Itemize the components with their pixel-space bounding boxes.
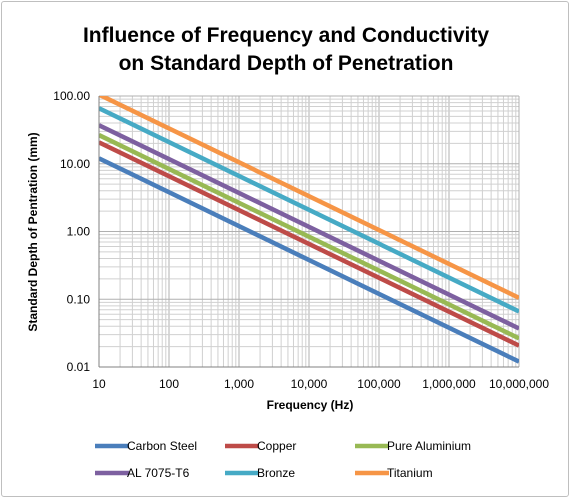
series-line-4 — [99, 106, 519, 314]
series-lines — [99, 96, 519, 364]
legend-label-4: Bronze — [257, 466, 295, 480]
series-line-3 — [99, 123, 519, 331]
x-tick-label-5: 1,000,000 — [422, 377, 476, 391]
y-tick-label-2: 1.00 — [67, 225, 91, 239]
legend-label-1: Copper — [257, 439, 296, 453]
x-tick-label-3: 10,000 — [291, 377, 328, 391]
chart-title-line-1: Influence of Frequency and Conductivity — [83, 24, 489, 47]
x-tick-label-4: 100,000 — [357, 377, 401, 391]
tick-labels: 10 100 1,000 10,000 100,000 1,000,000 10,000,0… — [53, 89, 549, 391]
x-axis-title: Frequency (Hz) — [267, 398, 354, 412]
axes — [98, 96, 519, 368]
legend: Carbon Steel Copper Pure Aluminium AL 7075-… — [95, 439, 471, 480]
y-tick-label-3: 0.10 — [67, 292, 91, 306]
x-tick-label-1: 100 — [159, 377, 179, 391]
y-tick-label-0: 100.00 — [53, 89, 90, 103]
legend-label-5: Titanium — [387, 466, 433, 480]
legend-label-0: Carbon Steel — [127, 439, 197, 453]
x-tick-label-2: 1,000 — [224, 377, 254, 391]
x-tick-label-0: 10 — [92, 377, 106, 391]
x-tick-label-6: 10,000,000 — [489, 377, 549, 391]
y-axis-title: Standard Depth of Pentration (mm) — [26, 132, 40, 331]
y-tick-label-1: 10.00 — [60, 157, 90, 171]
series-line-2 — [99, 133, 519, 341]
y-tick-label-4: 0.01 — [67, 360, 91, 374]
chart-title-line-2: on Standard Depth of Penetration — [119, 52, 454, 75]
series-line-1 — [99, 140, 519, 348]
legend-label-2: Pure Aluminium — [387, 439, 471, 453]
series-line-5 — [99, 96, 519, 300]
series-line-0 — [99, 156, 519, 364]
legend-label-3: AL 7075-T6 — [127, 466, 190, 480]
